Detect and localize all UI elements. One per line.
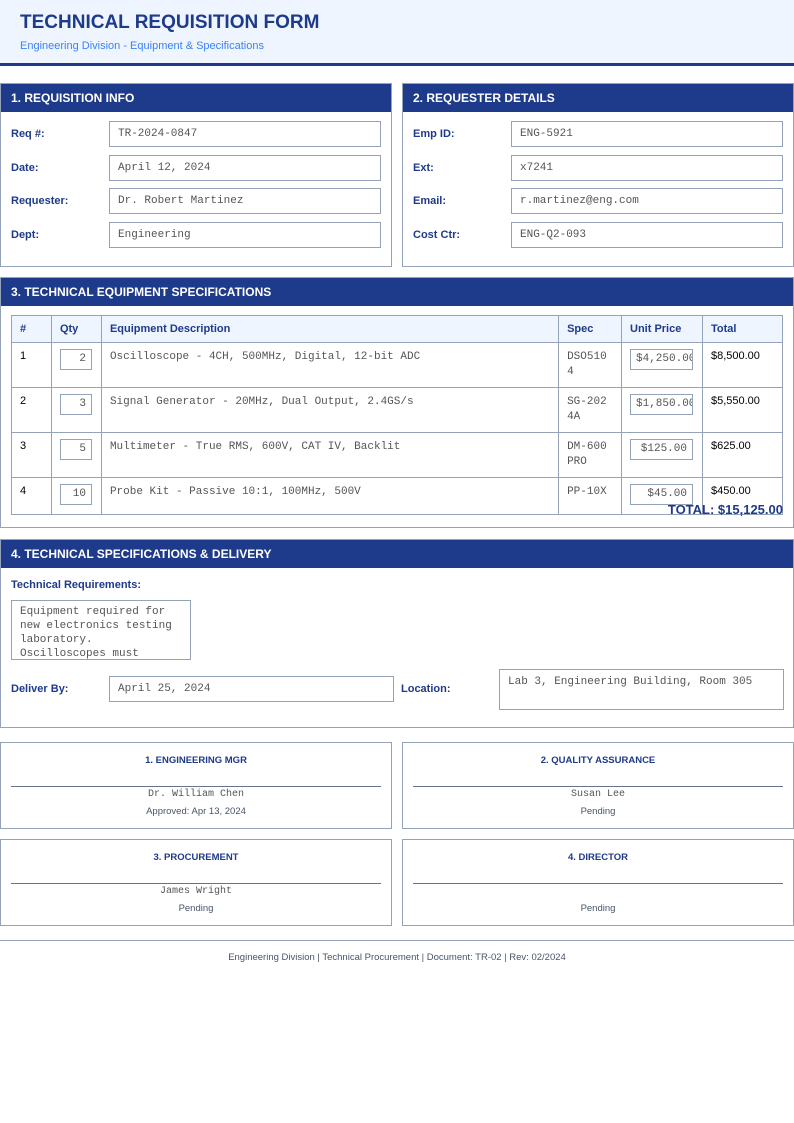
table-row: 4 10 Probe Kit - Passive 10:1, 100MHz, 500… [11,477,784,515]
location-input[interactable]: Lab 3, Engineering Building, Room 305 [499,669,784,710]
qty-input[interactable]: 5 [59,439,92,460]
form-header: TECHNICAL REQUISITION FORM Engineering D… [0,0,794,66]
requester-details-section: 2. REQUESTER DETAILS Emp ID: ENG-5921 Ex… [402,83,794,267]
footer-divider [0,940,794,941]
signature-status: Approved: Apr 13, 2024 [146,806,246,817]
deliver-by-label: Deliver By: [11,683,69,695]
page-subtitle: Engineering Division - Equipment & Speci… [20,40,264,52]
spec: DM-600PRO [558,432,622,478]
section-title: 1. REQUISITION INFO [1,84,391,112]
equipment-table: # Qty Equipment Description Spec Unit Pr… [11,315,784,515]
deliver-by-input[interactable]: April 25, 2024 [109,676,394,702]
table-header-row: # Qty Equipment Description Spec Unit Pr… [11,315,784,343]
row-number: 2 [11,387,52,433]
section-title: 3. TECHNICAL EQUIPMENT SPECIFICATIONS [1,278,793,306]
signature-director: 4. DIRECTOR Pending [402,839,794,926]
unit-price-input[interactable]: $1,850.00 [630,394,693,415]
email-input[interactable]: r.martinez@eng.com [511,188,783,214]
signature-title: 1. ENGINEERING MGR [145,755,247,766]
cost-center-input[interactable]: ENG-Q2-093 [511,222,783,248]
requester-input[interactable]: Dr. Robert Martinez [109,188,381,214]
emp-id-input[interactable]: ENG-5921 [511,121,783,147]
dept-input[interactable]: Engineering [109,222,381,248]
line-total: $625.00 [701,432,784,478]
signature-engineering-mgr: 1. ENGINEERING MGR Dr. William Chen Appro… [0,742,392,829]
line-total: $450.00 [701,477,784,515]
qty-input[interactable]: 3 [59,394,92,415]
unit-price-input[interactable]: $125.00 [630,439,693,460]
cost-center-label: Cost Ctr: [413,229,461,241]
signature-line[interactable] [413,786,783,787]
section-title: 2. REQUESTER DETAILS [403,84,793,112]
col-unit-price: Unit Price [621,315,703,343]
col-number: # [11,315,52,343]
signature-status: Pending [580,806,616,817]
spec: DSO5104 [558,342,622,388]
line-total: $5,550.00 [701,387,784,433]
spec: SG-2024A [558,387,622,433]
signature-status: Pending [580,903,616,914]
row-number: 1 [11,342,52,388]
equipment-description: Signal Generator - 20MHz, Dual Output, 2… [100,387,560,433]
signature-title: 4. DIRECTOR [567,852,628,863]
signature-status: Pending [178,903,214,914]
col-description: Equipment Description [100,315,560,343]
equipment-specs-section: 3. TECHNICAL EQUIPMENT SPECIFICATIONS # … [0,277,794,528]
signer-name: Susan Lee [570,789,625,800]
signer-name: Dr. William Chen [147,789,244,800]
dept-label: Dept: [11,229,40,241]
col-spec: Spec [558,315,622,343]
spec: PP-10X [558,477,622,515]
page-title: TECHNICAL REQUISITION FORM [20,12,320,33]
delivery-section: 4. TECHNICAL SPECIFICATIONS & DELIVERY T… [0,539,794,728]
table-row: 1 2 Oscilloscope - 4CH, 500MHz, Digital, 1… [11,342,784,388]
date-input[interactable]: April 12, 2024 [109,155,381,181]
date-label: Date: [11,162,39,174]
tech-requirements-label: Technical Requirements: [11,579,141,591]
emp-id-label: Emp ID: [413,128,455,140]
row-number: 4 [11,477,52,515]
requester-label: Requester: [11,195,69,207]
table-row: 2 3 Signal Generator - 20MHz, Dual Output,… [11,387,784,433]
grand-total: TOTAL: $15,125.00 [667,502,783,517]
equipment-description: Oscilloscope - 4CH, 500MHz, Digital, 12-… [100,342,560,388]
row-number: 3 [11,432,52,478]
location-label: Location: [401,683,451,695]
equipment-description: Multimeter - True RMS, 600V, CAT IV, Bac… [100,432,560,478]
ext-label: Ext: [413,162,434,174]
signature-line[interactable] [413,883,783,884]
signature-procurement: 3. PROCUREMENT James Wright Pending [0,839,392,926]
table-row: 3 5 Multimeter - True RMS, 600V, CAT IV, B… [11,432,784,478]
col-qty: Qty [50,315,102,343]
unit-price-input[interactable]: $45.00 [630,484,693,505]
qty-input[interactable]: 2 [59,349,92,370]
footer-text: Engineering Division | Technical Procure… [228,952,566,963]
req-number-label: Req #: [11,128,45,140]
line-total: $8,500.00 [701,342,784,388]
signer-name: James Wright [159,886,232,897]
signature-line[interactable] [11,786,381,787]
signature-line[interactable] [11,883,381,884]
unit-price-input[interactable]: $4,250.00 [630,349,693,370]
section-title: 4. TECHNICAL SPECIFICATIONS & DELIVERY [1,540,793,568]
signature-title: 2. QUALITY ASSURANCE [540,755,656,766]
requisition-info-section: 1. REQUISITION INFO Req #: TR-2024-0847 … [0,83,392,267]
ext-input[interactable]: x7241 [511,155,783,181]
col-total: Total [701,315,784,343]
equipment-description: Probe Kit - Passive 10:1, 100MHz, 500V [100,477,560,515]
req-number-input[interactable]: TR-2024-0847 [109,121,381,147]
email-label: Email: [413,195,447,207]
signature-quality-assurance: 2. QUALITY ASSURANCE Susan Lee Pending [402,742,794,829]
tech-requirements-textarea[interactable]: Equipment required for new electronics t… [11,600,191,660]
qty-input[interactable]: 10 [59,484,92,505]
signature-title: 3. PROCUREMENT [153,852,239,863]
